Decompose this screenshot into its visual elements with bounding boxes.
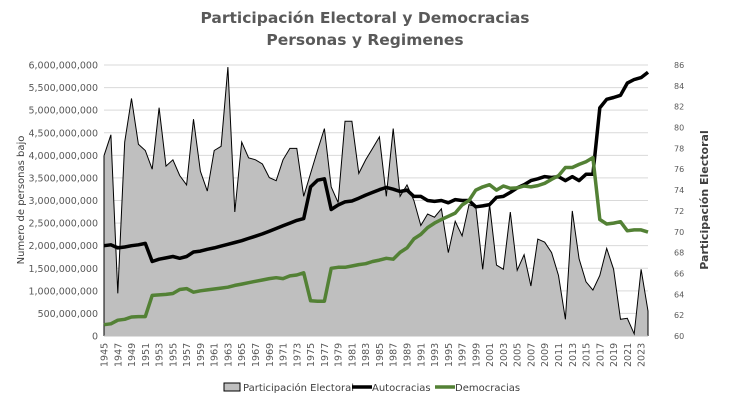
left-tick-label: 2,000,000,000 xyxy=(28,241,98,252)
legend-label-participacion: Participación Electoral xyxy=(243,382,354,394)
left-tick-label: 5,000,000,000 xyxy=(28,106,98,117)
right-axis: 60 62 64 66 68 70 72 74 76 78 80 82 84 86 xyxy=(674,61,684,341)
x-tick-label: 1989 xyxy=(402,343,413,367)
x-tick-label: 1947 xyxy=(113,343,124,367)
x-tick-label: 2009 xyxy=(540,343,551,367)
x-tick-label: 2005 xyxy=(513,343,524,367)
x-tick-label: 1969 xyxy=(265,343,276,367)
right-tick-label: 60 xyxy=(674,332,684,341)
left-tick-label: 2,500,000,000 xyxy=(28,219,98,230)
left-tick-label: 1,500,000,000 xyxy=(28,264,98,275)
x-tick-label: 2021 xyxy=(623,343,634,367)
left-axis-label: Numero de personas bajo xyxy=(16,136,27,265)
line-series xyxy=(103,70,650,327)
x-tick-label: 1995 xyxy=(444,343,455,367)
x-tick-label: 1963 xyxy=(223,343,234,367)
x-tick-label: 1961 xyxy=(210,343,221,367)
left-tick-label: 3,000,000,000 xyxy=(28,196,98,207)
left-tick-label: 1,000,000,000 xyxy=(28,286,98,297)
x-tick-label: 2011 xyxy=(554,343,565,367)
right-tick-label: 62 xyxy=(674,311,684,320)
x-tick-label: 1955 xyxy=(168,343,179,367)
right-tick-label: 76 xyxy=(674,165,684,174)
x-tick-label: 1993 xyxy=(430,343,441,367)
x-tick-label: 1979 xyxy=(334,343,345,367)
x-tick-label: 1957 xyxy=(182,343,193,367)
area-participacion-line xyxy=(103,67,649,336)
x-tick-label: 2017 xyxy=(595,343,606,367)
area-participacion-fill xyxy=(104,67,648,336)
line-democracias xyxy=(103,155,649,327)
x-tick-label: 1959 xyxy=(196,343,207,367)
x-tick-label: 1983 xyxy=(361,343,372,367)
x-tick-label: 2007 xyxy=(526,343,537,367)
chart-subtitle: Personas y Regimenes xyxy=(266,31,463,49)
right-tick-label: 64 xyxy=(674,290,684,299)
x-tick-label: 1997 xyxy=(458,343,469,367)
x-tick-label: 1965 xyxy=(237,343,248,367)
right-tick-label: 68 xyxy=(674,249,684,258)
x-tick-label: 1977 xyxy=(320,343,331,367)
left-tick-label: 4,000,000,000 xyxy=(28,151,98,162)
right-tick-label: 66 xyxy=(674,269,684,278)
x-tick-label: 1967 xyxy=(251,343,262,367)
x-tick-label: 1985 xyxy=(375,343,386,367)
right-tick-label: 70 xyxy=(674,228,684,237)
x-tick-label: 1953 xyxy=(155,343,166,367)
right-tick-label: 80 xyxy=(674,124,684,133)
legend-label-autocracias: Autocracias xyxy=(372,383,431,394)
area-series xyxy=(103,67,649,336)
chart-title: Participación Electoral y Democracias xyxy=(200,9,529,27)
x-tick-label: 1945 xyxy=(100,343,111,367)
x-tick-label: 1971 xyxy=(279,343,290,367)
x-tick-label: 1975 xyxy=(306,343,317,367)
left-tick-label: 6,000,000,000 xyxy=(28,61,98,72)
x-tick-label: 1973 xyxy=(292,343,303,367)
right-tick-label: 74 xyxy=(674,186,684,195)
x-axis: 1945 1947 1949 1951 1953 1955 1957 1959 1961 1963… xyxy=(100,335,648,367)
right-axis-label: Participación Electoral xyxy=(698,130,711,269)
x-tick-label: 1951 xyxy=(141,343,152,367)
x-tick-label: 1991 xyxy=(416,343,427,367)
right-tick-label: 72 xyxy=(674,207,684,216)
right-tick-label: 84 xyxy=(674,82,684,91)
x-tick-label: 2015 xyxy=(582,343,593,367)
left-tick-label: 500,000,000 xyxy=(38,309,98,320)
x-tick-label: 1987 xyxy=(389,343,400,367)
legend: Participación Electoral Autocracias Demo… xyxy=(223,382,520,394)
legend-swatch-participacion xyxy=(223,382,241,392)
x-tick-label: 2019 xyxy=(609,343,620,367)
left-axis: 0 500,000,000 1,000,000,000 1,500,000,000 2,… xyxy=(28,61,98,343)
legend-label-democracias: Democracias xyxy=(455,383,520,394)
left-tick-label: 5,500,000,000 xyxy=(28,83,98,94)
left-tick-label: 4,500,000,000 xyxy=(28,128,98,139)
right-tick-label: 82 xyxy=(674,103,684,112)
x-tick-label: 2023 xyxy=(637,343,648,367)
x-tick-label: 1949 xyxy=(127,343,138,367)
left-tick-label: 3,500,000,000 xyxy=(28,173,98,184)
x-tick-label: 1981 xyxy=(347,343,358,367)
left-tick-label: 0 xyxy=(92,332,98,343)
x-tick-label: 1999 xyxy=(471,343,482,367)
x-tick-label: 2001 xyxy=(485,343,496,367)
right-tick-label: 78 xyxy=(674,144,684,153)
x-tick-label: 2003 xyxy=(499,343,510,367)
right-tick-label: 86 xyxy=(674,61,684,70)
x-tick-label: 2013 xyxy=(568,343,579,367)
